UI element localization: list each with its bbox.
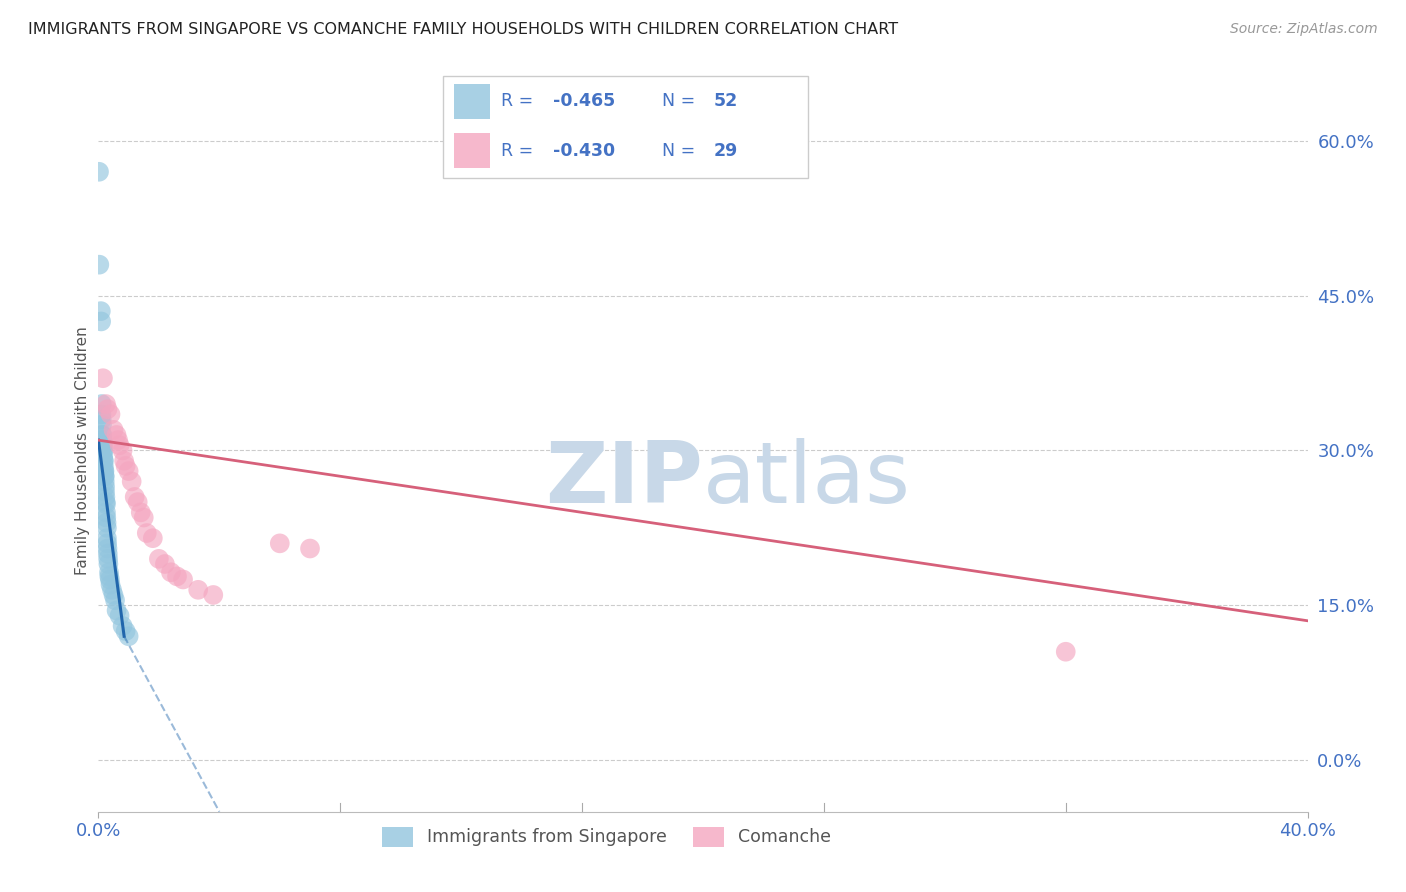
Point (97, 551, 120, 566)
Point (124, 490, 146, 504)
Point (93, 458, 115, 473)
Point (114, 624, 136, 639)
Text: N =: N = (662, 142, 702, 160)
Text: 52: 52 (713, 93, 738, 111)
Point (93, 464, 115, 478)
Point (269, 536, 291, 550)
Point (94, 490, 117, 504)
Text: N =: N = (662, 93, 702, 111)
Point (90, 397, 112, 411)
Point (112, 454, 135, 468)
Point (93, 454, 115, 468)
Point (91, 428, 114, 442)
Point (202, 588, 225, 602)
FancyBboxPatch shape (443, 76, 808, 178)
Point (111, 619, 134, 633)
Point (91, 438, 114, 452)
Point (103, 588, 125, 602)
Text: R =: R = (502, 93, 538, 111)
Point (90, 314, 112, 328)
Point (166, 569, 188, 583)
Bar (454, 133, 491, 168)
Point (132, 510, 155, 524)
Point (108, 608, 131, 623)
Point (129, 505, 152, 519)
Point (104, 593, 127, 607)
Point (142, 531, 165, 545)
Point (153, 557, 176, 571)
Point (94, 480, 117, 494)
Bar (454, 84, 491, 119)
Point (94, 505, 117, 519)
Text: IMMIGRANTS FROM SINGAPORE VS COMANCHE FAMILY HOUSEHOLDS WITH CHILDREN CORRELATIO: IMMIGRANTS FROM SINGAPORE VS COMANCHE FA… (28, 22, 898, 37)
Point (91, 428, 114, 442)
Point (187, 582, 209, 597)
Point (91, 449, 114, 463)
Point (91, 443, 114, 458)
Point (91, 443, 114, 458)
Point (90, 412, 112, 426)
Point (93, 454, 115, 468)
Point (96, 510, 118, 524)
Point (105, 603, 128, 617)
Point (90, 407, 112, 422)
Point (89, 258, 111, 272)
Point (103, 423, 125, 437)
Point (91, 438, 114, 452)
Point (91, 433, 114, 447)
Point (101, 582, 124, 597)
Point (1054, 645, 1077, 659)
Point (91, 371, 114, 385)
Point (87, 165, 110, 179)
Text: Source: ZipAtlas.com: Source: ZipAtlas.com (1230, 22, 1378, 37)
Point (100, 407, 122, 422)
Y-axis label: Family Households with Children: Family Households with Children (75, 326, 90, 574)
Point (114, 458, 136, 473)
Point (94, 469, 117, 483)
Point (93, 469, 115, 483)
Point (148, 551, 170, 566)
Point (107, 433, 129, 447)
Point (91, 417, 114, 432)
Text: -0.465: -0.465 (553, 93, 614, 111)
Point (94, 475, 117, 489)
Point (93, 464, 115, 478)
Point (97, 547, 120, 561)
Text: -0.430: -0.430 (553, 142, 614, 160)
Text: 29: 29 (713, 142, 738, 160)
Point (98, 569, 121, 583)
Point (127, 495, 149, 509)
Point (98, 566, 121, 580)
Point (121, 475, 143, 489)
Point (160, 566, 183, 580)
Text: ZIP: ZIP (546, 438, 703, 521)
Point (96, 521, 118, 535)
Point (96, 516, 118, 530)
Point (91, 433, 114, 447)
Point (96, 541, 118, 556)
Point (172, 573, 194, 587)
Point (90, 304, 112, 318)
Point (96, 531, 118, 545)
Point (100, 577, 122, 591)
Point (94, 495, 117, 509)
Point (105, 428, 128, 442)
Point (94, 497, 117, 511)
Text: atlas: atlas (703, 438, 911, 521)
Text: R =: R = (502, 142, 538, 160)
Point (94, 397, 117, 411)
Point (96, 402, 118, 417)
Point (118, 629, 141, 643)
Legend: Immigrants from Singapore, Comanche: Immigrants from Singapore, Comanche (375, 820, 838, 854)
Point (97, 557, 120, 571)
Point (94, 484, 117, 499)
Point (299, 541, 322, 556)
Point (118, 464, 141, 478)
Point (135, 526, 157, 541)
Point (111, 443, 134, 458)
Point (108, 438, 131, 452)
Point (98, 573, 121, 587)
Point (96, 536, 118, 550)
